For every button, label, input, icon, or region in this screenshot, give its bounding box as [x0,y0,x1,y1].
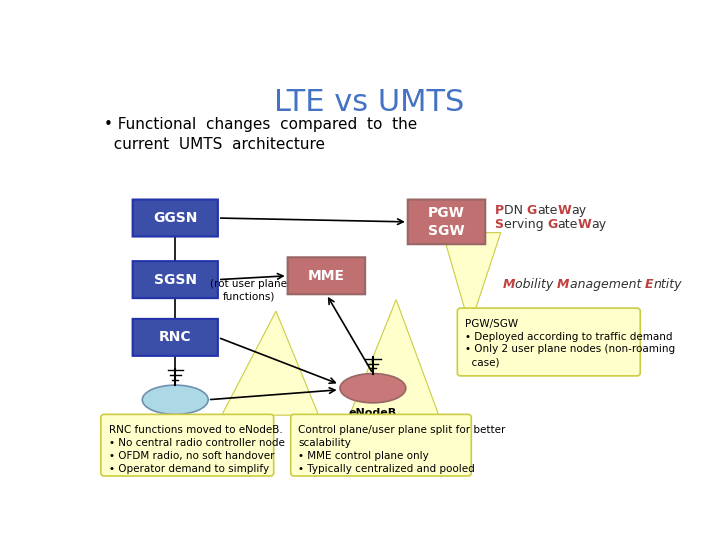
Text: Node B: Node B [153,420,197,430]
Text: erving: erving [503,218,547,231]
Polygon shape [350,300,438,415]
Text: ate: ate [537,204,557,217]
Text: GGSN: GGSN [153,211,197,225]
Text: MME: MME [308,269,345,283]
Text: G: G [547,218,557,231]
Text: RNC functions moved to eNodeB.
• No central radio controller node
• OFDM radio, : RNC functions moved to eNodeB. • No cent… [109,425,284,474]
Text: ay: ay [592,218,607,231]
FancyBboxPatch shape [101,414,274,476]
FancyBboxPatch shape [408,200,485,244]
Text: anagement: anagement [570,278,645,291]
Text: obility: obility [515,278,557,291]
Text: W: W [577,218,592,231]
Text: RNC: RNC [159,330,192,345]
Text: (rot user plane
functions): (rot user plane functions) [210,279,287,301]
Text: LTE vs UMTS: LTE vs UMTS [274,88,464,117]
Text: M: M [503,278,515,291]
Text: ntity: ntity [654,278,682,291]
FancyBboxPatch shape [132,200,218,237]
Text: Control plane/user plane split for better
scalability
• MME control plane only
•: Control plane/user plane split for bette… [299,425,506,474]
FancyBboxPatch shape [291,414,472,476]
Polygon shape [222,311,319,415]
Text: PGW/SGW
• Deployed according to traffic demand
• Only 2 user plane nodes (non-ro: PGW/SGW • Deployed according to traffic … [465,319,675,367]
FancyBboxPatch shape [132,319,218,356]
Text: DN: DN [504,204,526,217]
Text: ay: ay [571,204,586,217]
Text: PGW
SGW: PGW SGW [428,206,465,238]
Text: SGSN: SGSN [154,273,197,287]
Text: eNodeB: eNodeB [348,408,397,418]
Text: M: M [557,278,570,291]
Polygon shape [443,233,500,327]
FancyBboxPatch shape [287,257,365,294]
Text: ate: ate [557,218,577,231]
Text: E: E [645,278,654,291]
Ellipse shape [340,374,406,403]
FancyBboxPatch shape [132,261,218,298]
FancyBboxPatch shape [457,308,640,376]
Ellipse shape [143,385,208,414]
Text: G: G [526,204,537,217]
Text: P: P [495,204,504,217]
Text: W: W [557,204,571,217]
Text: • Functional  changes  compared  to  the
  current  UMTS  architecture: • Functional changes compared to the cur… [104,117,417,152]
Text: S: S [495,218,503,231]
